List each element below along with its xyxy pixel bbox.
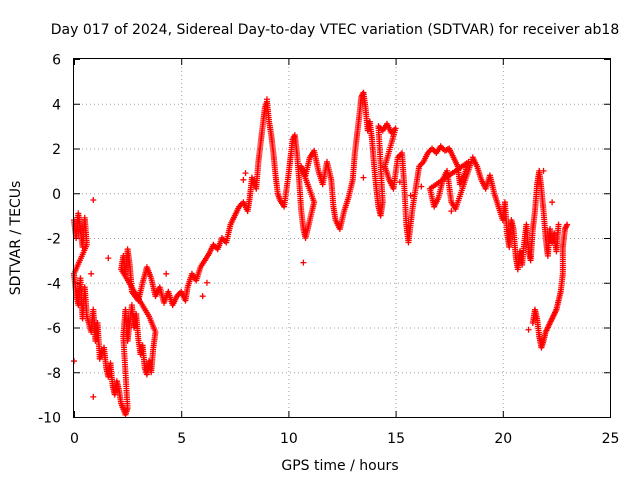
x-tick-label: 25 xyxy=(602,431,620,447)
y-axis-ticks: -10 -8 -6 -4 -2 0 2 4 6 xyxy=(38,53,610,427)
x-axis-title: GPS time / hours xyxy=(281,458,398,474)
y-tick-label: 4 xyxy=(52,97,61,113)
data-point xyxy=(396,179,403,186)
data-point xyxy=(203,279,210,286)
data-point xyxy=(525,326,532,333)
y-tick-label: 2 xyxy=(52,142,61,158)
data-point xyxy=(242,170,249,177)
data-point xyxy=(564,221,571,228)
x-tick-label: 15 xyxy=(387,431,405,447)
data-point xyxy=(540,167,547,174)
data-point xyxy=(90,393,97,400)
y-tick-label: 6 xyxy=(52,53,61,69)
y-axis-title: SDTVAR / TECUs xyxy=(8,181,24,296)
x-tick-label: 0 xyxy=(70,431,79,447)
data-point xyxy=(263,96,270,103)
data-point xyxy=(555,221,562,228)
data-point xyxy=(105,255,112,262)
y-tick-label: -4 xyxy=(47,276,61,292)
y-tick-label: -2 xyxy=(47,232,61,248)
data-point xyxy=(407,192,414,199)
data-point xyxy=(300,259,307,266)
data-points xyxy=(71,89,571,418)
y-tick-label: 0 xyxy=(52,187,61,203)
y-tick-label: -8 xyxy=(47,366,61,382)
data-point xyxy=(448,208,455,215)
data-point xyxy=(360,174,367,181)
x-tick-label: 10 xyxy=(280,431,298,447)
x-tick-label: 20 xyxy=(494,431,512,447)
data-point xyxy=(88,270,95,277)
data-point xyxy=(549,199,556,206)
plot-frame xyxy=(73,58,611,418)
data-point xyxy=(199,293,206,300)
x-axis-ticks: 0 5 10 15 20 25 xyxy=(70,59,619,447)
grid xyxy=(74,59,610,417)
data-point xyxy=(163,270,170,277)
x-tick-label: 5 xyxy=(177,431,186,447)
chart-title: Day 017 of 2024, Sidereal Day-to-day VTE… xyxy=(51,22,620,38)
data-point xyxy=(90,196,97,203)
data-point xyxy=(240,176,247,183)
y-tick-label: -10 xyxy=(38,411,61,427)
y-tick-label: -6 xyxy=(47,321,61,337)
data-point xyxy=(418,183,425,190)
